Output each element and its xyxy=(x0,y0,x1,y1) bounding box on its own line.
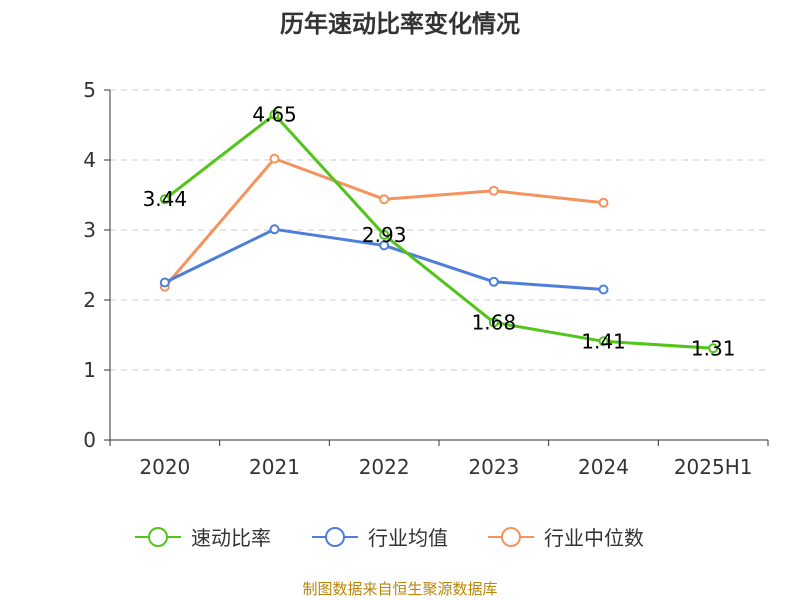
data-point xyxy=(269,153,280,164)
source-note: 制图数据来自恒生聚源数据库 xyxy=(302,580,497,598)
x-tick-label: 2024 xyxy=(578,455,629,479)
data-point xyxy=(269,224,280,235)
legend-marker xyxy=(501,527,521,547)
series-2 xyxy=(159,153,609,292)
x-tick-label: 2025H1 xyxy=(674,455,753,479)
legend-item: 速动比率 xyxy=(135,526,271,550)
data-point xyxy=(159,194,170,205)
y-tick-label: 4 xyxy=(83,148,96,172)
legend-item: 行业中位数 xyxy=(488,526,644,550)
x-tick-label: 2021 xyxy=(249,455,300,479)
data-label: 1.68 xyxy=(472,310,517,334)
data-point xyxy=(269,109,280,120)
data-point xyxy=(488,185,499,196)
legend-label: 行业均值 xyxy=(368,526,448,550)
data-label: 3.44 xyxy=(143,187,188,211)
legend-marker xyxy=(148,527,168,547)
data-point xyxy=(379,229,390,240)
data-label: 1.31 xyxy=(691,336,736,360)
legend-item: 行业均值 xyxy=(312,526,448,550)
series-line xyxy=(163,113,714,350)
data-labels: 3.44 4.65 2.93 1.68 1.41 1.31 xyxy=(143,103,736,361)
data-point xyxy=(598,197,609,208)
x-tick-label: 2022 xyxy=(359,455,410,479)
series-0 xyxy=(159,109,719,354)
chart-title: 历年速动比率变化情况 xyxy=(280,10,520,38)
legend-label: 速动比率 xyxy=(191,526,271,550)
data-point xyxy=(379,240,390,251)
data-point xyxy=(379,194,390,205)
y-tick-label: 2 xyxy=(83,288,96,312)
data-point xyxy=(488,276,499,287)
data-point xyxy=(598,284,609,295)
y-tick-label: 3 xyxy=(83,218,96,242)
x-tick-label: 2023 xyxy=(468,455,519,479)
x-tick-label: 2020 xyxy=(139,455,190,479)
data-label: 4.65 xyxy=(252,103,297,127)
data-label: 2.93 xyxy=(362,223,407,247)
legend-marker xyxy=(325,527,345,547)
data-label: 1.41 xyxy=(581,329,626,353)
grid-lines xyxy=(110,89,768,371)
data-point xyxy=(708,343,719,354)
legend: 速动比率 行业均值 行业中位数 xyxy=(135,526,644,550)
y-tick-label: 5 xyxy=(83,78,96,102)
y-tick-label: 1 xyxy=(83,358,96,382)
series-lines xyxy=(159,109,719,354)
data-point xyxy=(598,336,609,347)
y-tick-label: 0 xyxy=(83,428,96,452)
legend-label: 行业中位数 xyxy=(544,526,644,550)
data-point xyxy=(159,277,170,288)
data-point xyxy=(488,317,499,328)
series-1 xyxy=(159,224,609,295)
axes: 0 1 2 3 4 5 2020 2021 2022 2023 2024 2025H1 xyxy=(83,78,769,479)
